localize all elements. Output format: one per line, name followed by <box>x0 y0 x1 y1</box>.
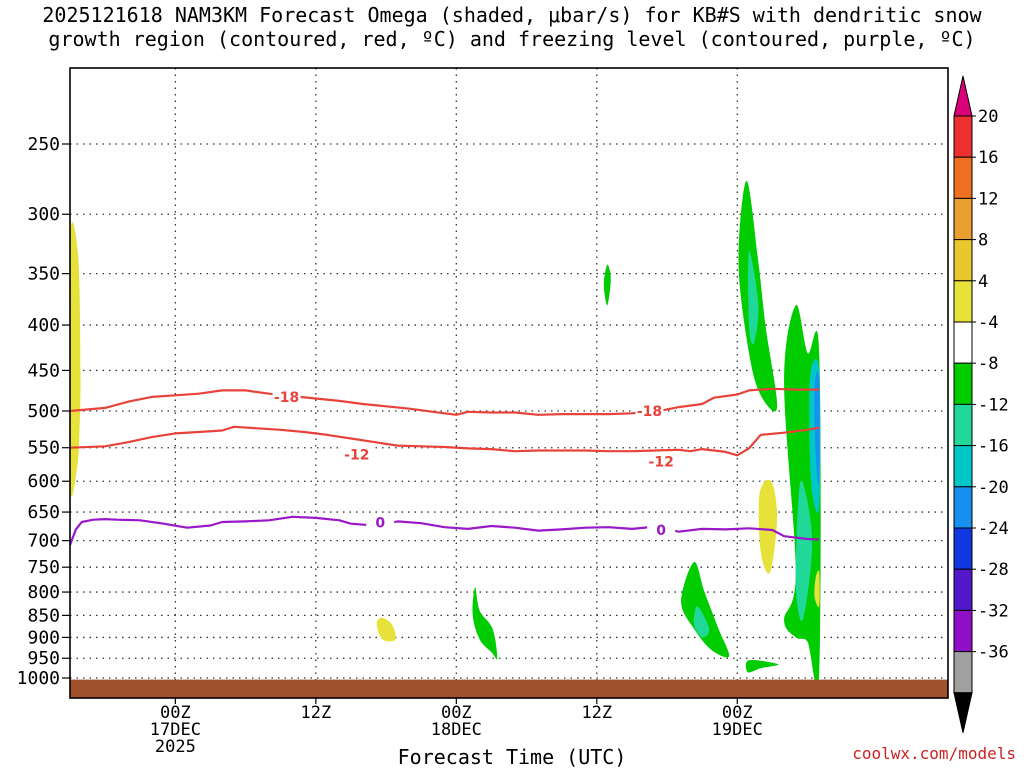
contour-label--12-1: -12 <box>649 454 674 470</box>
omega-region--4-3 <box>603 264 611 306</box>
x-tick-label-4-0: 00Z <box>722 703 753 723</box>
colorbar-top-arrow <box>953 75 973 117</box>
x-tick-label-2-0: 00Z <box>441 703 472 723</box>
colorbar: 20 16 12 8 4 -4 -8 -12 -16 -20 -24 -28 -32 -36 <box>953 75 1009 733</box>
colorbar-label-5: -4 <box>978 313 998 333</box>
colorbar-box-13 <box>953 651 973 694</box>
y-tick-label-850: 850 <box>27 605 60 626</box>
omega-region--4-2 <box>472 587 498 660</box>
colorbar-box-1 <box>953 156 973 199</box>
colorbar-box-9 <box>953 486 973 529</box>
omega-region--4-4 <box>681 561 730 658</box>
source-credit[interactable]: coolwx.com/models <box>852 744 1016 763</box>
contour-label-bg--12-1 <box>647 453 676 470</box>
colorbar-label-3: 8 <box>978 231 988 251</box>
x-tick-label-4-1: 19DEC <box>712 720 763 740</box>
terrain-band <box>70 679 948 698</box>
colorbar-box-6 <box>953 362 973 405</box>
x-tick-label-0-2: 2025 <box>155 737 196 757</box>
colorbar-bottom-arrow <box>953 692 973 733</box>
y-tick-label-950: 950 <box>27 648 60 669</box>
colorbar-label-0: 20 <box>978 107 998 127</box>
omega-region-4-17 <box>814 570 820 608</box>
colorbar-box-8 <box>953 445 973 488</box>
colorbar-box-4 <box>953 280 973 323</box>
contour-label-bg--18-0 <box>272 388 301 405</box>
colorbar-label-12: -32 <box>978 601 1009 621</box>
x-tick-label-0-1: 17DEC <box>150 720 201 740</box>
chart-title-line1: 2025121618 NAM3KM Forecast Omega (shaded… <box>42 3 982 27</box>
contour-label--18-0: -18 <box>274 390 299 406</box>
colorbar-label-8: -16 <box>978 437 1009 457</box>
colorbar-box-12 <box>953 609 973 653</box>
y-tick-label-700: 700 <box>27 531 60 552</box>
contour-label--18-1: -18 <box>637 404 662 420</box>
x-tick-label-3-0: 12Z <box>581 703 612 723</box>
x-tick-label-2-1: 18DEC <box>431 720 482 740</box>
omega-region-4-1 <box>376 617 396 642</box>
y-tick-label-900: 900 <box>27 627 60 648</box>
colorbar-label-13: -36 <box>978 643 1009 663</box>
contour-0 <box>70 515 820 546</box>
y-tick-label-800: 800 <box>27 582 60 603</box>
colorbar-label-10: -24 <box>978 519 1009 539</box>
colorbar-box-10 <box>953 527 973 570</box>
colorbar-box-2 <box>953 197 973 241</box>
colorbar-label-1: 16 <box>978 148 998 168</box>
contour-label-bg-0-1 <box>647 522 676 539</box>
contour--12 <box>70 425 820 457</box>
contour-label--12-0: -12 <box>344 448 369 464</box>
colorbar-box-7 <box>953 403 973 447</box>
colorbar-box-3 <box>953 239 973 282</box>
y-tick-label-1000: 1000 <box>17 668 60 689</box>
omega-region--8-10 <box>795 480 813 622</box>
colorbar-box-0 <box>953 115 973 158</box>
x-tick-label-1-0: 12Z <box>300 703 331 723</box>
omega-region-4-16 <box>758 479 778 574</box>
contour--18 <box>70 387 820 416</box>
omega-region--8-9 <box>693 606 710 638</box>
x-axis-label: Forecast Time (UTC) <box>397 745 627 769</box>
colorbar-label-11: -28 <box>978 560 1009 580</box>
y-tick-label-300: 300 <box>27 204 60 225</box>
y-tick-label-550: 550 <box>27 438 60 459</box>
omega-region--4-5 <box>738 180 778 412</box>
colorbar-label-9: -20 <box>978 478 1009 498</box>
y-tick-label-350: 350 <box>27 264 60 285</box>
y-tick-label-750: 750 <box>27 557 60 578</box>
y-tick-label-600: 600 <box>27 471 60 492</box>
x-tick-label-0-0: 00Z <box>160 703 191 723</box>
y-tick-label-250: 250 <box>27 134 60 155</box>
chart-title-line2: growth region (contoured, red, ºC) and f… <box>48 27 976 51</box>
contour-label-0-1: 0 <box>656 523 666 539</box>
contour-label-bg--18-1 <box>635 403 664 419</box>
colorbar-label-2: 12 <box>978 189 998 209</box>
contour-label-bg--12-0 <box>342 446 371 463</box>
contour-label-0-0: 0 <box>375 516 385 532</box>
plot-area: -18 -18 -12 -12 0 0 <box>70 68 948 698</box>
colorbar-box-11 <box>953 568 973 611</box>
y-tick-label-400: 400 <box>27 315 60 336</box>
omega-region--8-8 <box>748 250 759 345</box>
omega-region-4-0 <box>70 222 81 497</box>
colorbar-label-6: -8 <box>978 354 998 374</box>
plot-frame <box>69 67 949 699</box>
omega-region--4-7 <box>745 660 779 673</box>
colorbar-label-4: 4 <box>978 272 988 292</box>
contour-label-bg-0-0 <box>366 514 395 531</box>
axes: 2503003504004505005506006507007508008509… <box>17 67 949 757</box>
plot-content: -18 -18 -12 -12 0 0 <box>70 68 948 698</box>
y-tick-label-650: 650 <box>27 502 60 523</box>
colorbar-label-7: -12 <box>978 395 1009 415</box>
colorbar-box-5 <box>953 321 973 364</box>
y-tick-label-500: 500 <box>27 401 60 422</box>
y-tick-label-450: 450 <box>27 360 60 381</box>
